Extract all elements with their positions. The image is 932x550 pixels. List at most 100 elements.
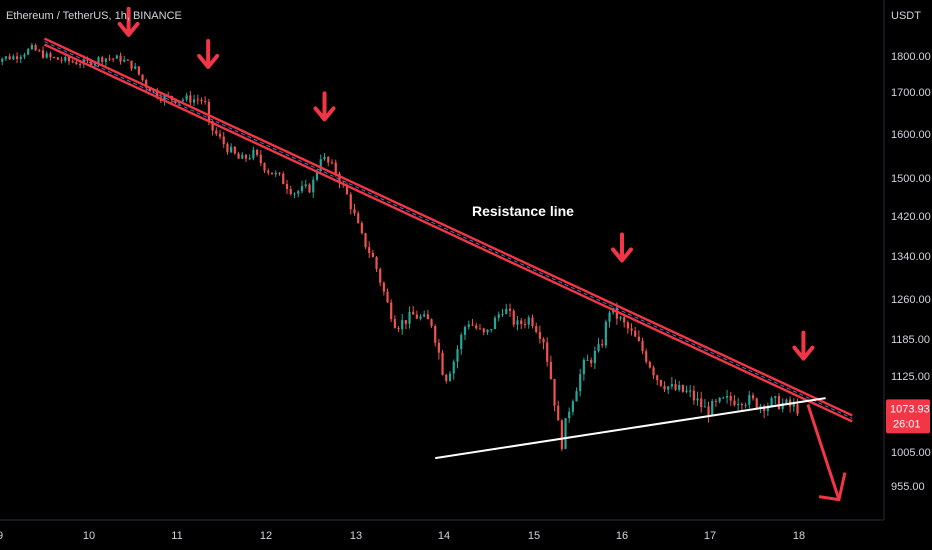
candle — [678, 380, 681, 392]
candle — [516, 316, 519, 331]
candle — [274, 170, 277, 178]
candle — [707, 401, 710, 423]
candle-body — [148, 87, 151, 92]
y-tick-label: 1800.00 — [891, 51, 931, 63]
last-price-bg — [886, 399, 930, 434]
candle — [218, 129, 222, 140]
candle-body — [41, 50, 45, 58]
candle — [27, 47, 30, 56]
candle-body — [774, 396, 777, 399]
candle-body — [703, 406, 706, 408]
candle-body — [126, 59, 129, 61]
x-tick-label: 12 — [260, 530, 272, 542]
candle — [733, 394, 736, 407]
y-tick-label: 1340.00 — [891, 251, 931, 263]
candle-body — [338, 173, 341, 184]
candle — [45, 51, 48, 59]
candle — [192, 94, 196, 107]
candle-body — [145, 80, 148, 88]
candle — [751, 392, 755, 401]
candle — [460, 332, 463, 355]
candle-body — [656, 375, 659, 380]
resistance-line-lower — [43, 43, 853, 423]
candle — [256, 148, 259, 157]
candle — [538, 325, 541, 344]
candle-body — [467, 324, 470, 327]
candle-body — [748, 395, 751, 405]
candle — [237, 151, 240, 159]
candle — [338, 171, 341, 189]
candle — [659, 379, 662, 388]
candle-body — [670, 384, 673, 387]
candle-body — [516, 320, 519, 325]
candle — [112, 58, 115, 63]
candle — [353, 203, 356, 216]
candle-body — [674, 384, 677, 390]
candle — [134, 62, 137, 70]
candle — [1, 57, 4, 66]
candle-body — [441, 352, 444, 375]
candle — [289, 185, 292, 196]
candle — [593, 346, 596, 369]
candle-body — [334, 162, 337, 174]
candle-body — [652, 367, 655, 376]
candle-body — [141, 74, 144, 81]
candle — [770, 396, 773, 407]
candle — [185, 92, 188, 102]
candle-body — [200, 100, 203, 102]
candle-body — [53, 57, 56, 59]
candle-body — [460, 334, 463, 350]
candle-body — [211, 121, 214, 131]
candle — [379, 267, 382, 287]
candle — [123, 56, 126, 63]
candle-body — [15, 56, 19, 59]
candle-body — [408, 311, 411, 324]
candle-body — [319, 159, 322, 172]
candle-body — [423, 314, 426, 317]
candle — [689, 385, 692, 398]
candle-body — [345, 184, 349, 195]
candle-body — [1, 58, 4, 62]
candle — [792, 398, 795, 412]
candle-body — [641, 340, 644, 352]
candle — [41, 46, 45, 59]
last-price-label: 1073.93 26:01 — [886, 399, 930, 434]
candle — [319, 154, 322, 175]
candle-body — [553, 379, 556, 406]
candle — [711, 398, 714, 416]
candle-body — [297, 191, 300, 194]
resistance-line-label: Resistance line — [472, 203, 574, 219]
candle-body — [230, 146, 233, 153]
candle-body — [19, 56, 22, 59]
candle-body — [215, 130, 218, 134]
candle-body — [501, 313, 504, 315]
candle-body — [608, 312, 611, 322]
candle-body — [538, 331, 541, 339]
candle — [608, 310, 611, 328]
candle — [397, 325, 400, 332]
resistance-trendline — [43, 37, 853, 423]
candle-body — [30, 44, 33, 50]
candle — [681, 384, 684, 393]
candle-body — [463, 326, 467, 335]
candle — [215, 127, 218, 136]
candle-body — [619, 317, 622, 319]
price-axis-panel — [884, 0, 932, 550]
down-arrow-icon — [197, 38, 220, 69]
candle-body — [371, 252, 374, 258]
candle — [493, 315, 497, 330]
candle — [549, 355, 552, 380]
candle-body — [67, 57, 71, 62]
candle-body — [637, 336, 640, 341]
candle — [204, 96, 207, 105]
candle — [497, 311, 500, 322]
candle — [674, 379, 677, 391]
candle — [434, 324, 437, 347]
candle — [390, 299, 393, 323]
arrow-head — [611, 247, 633, 263]
candle — [604, 319, 607, 349]
candle — [557, 400, 560, 421]
candle-body — [512, 310, 515, 325]
